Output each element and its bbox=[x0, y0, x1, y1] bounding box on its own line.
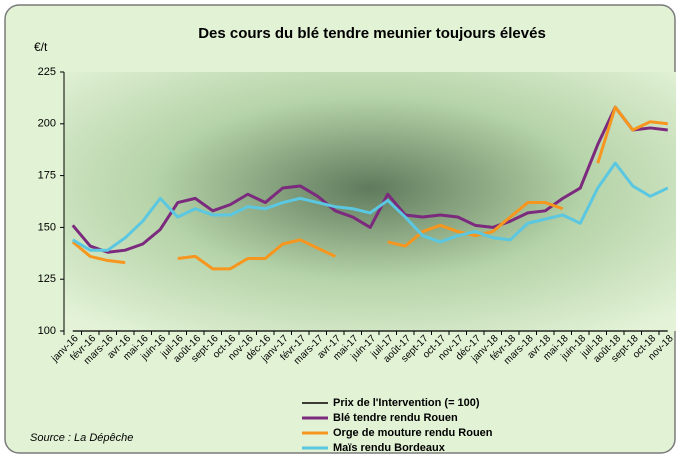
source: Source : La Dépêche bbox=[30, 432, 133, 444]
legend-label: Maïs rendu Bordeaux bbox=[333, 442, 446, 454]
y-tick-label: 100 bbox=[38, 325, 56, 337]
y-tick-label: 175 bbox=[38, 170, 56, 182]
series-line bbox=[71, 105, 668, 271]
chart-title: Des cours du blé tendre meunier toujours… bbox=[198, 25, 546, 42]
legend-label: Orge de mouture rendu Rouen bbox=[333, 427, 493, 439]
y-tick-label: 125 bbox=[38, 273, 56, 285]
series-line bbox=[71, 161, 669, 252]
y-axis-label: €/t bbox=[34, 40, 48, 54]
y-tick-label: 150 bbox=[38, 221, 56, 233]
legend-label: Prix de l'Intervention (= 100) bbox=[333, 397, 480, 409]
legend-label: Blé tendre rendu Rouen bbox=[333, 412, 458, 424]
plot-area bbox=[64, 72, 676, 331]
y-tick-label: 200 bbox=[38, 118, 56, 130]
y-tick-label: 225 bbox=[38, 66, 56, 78]
